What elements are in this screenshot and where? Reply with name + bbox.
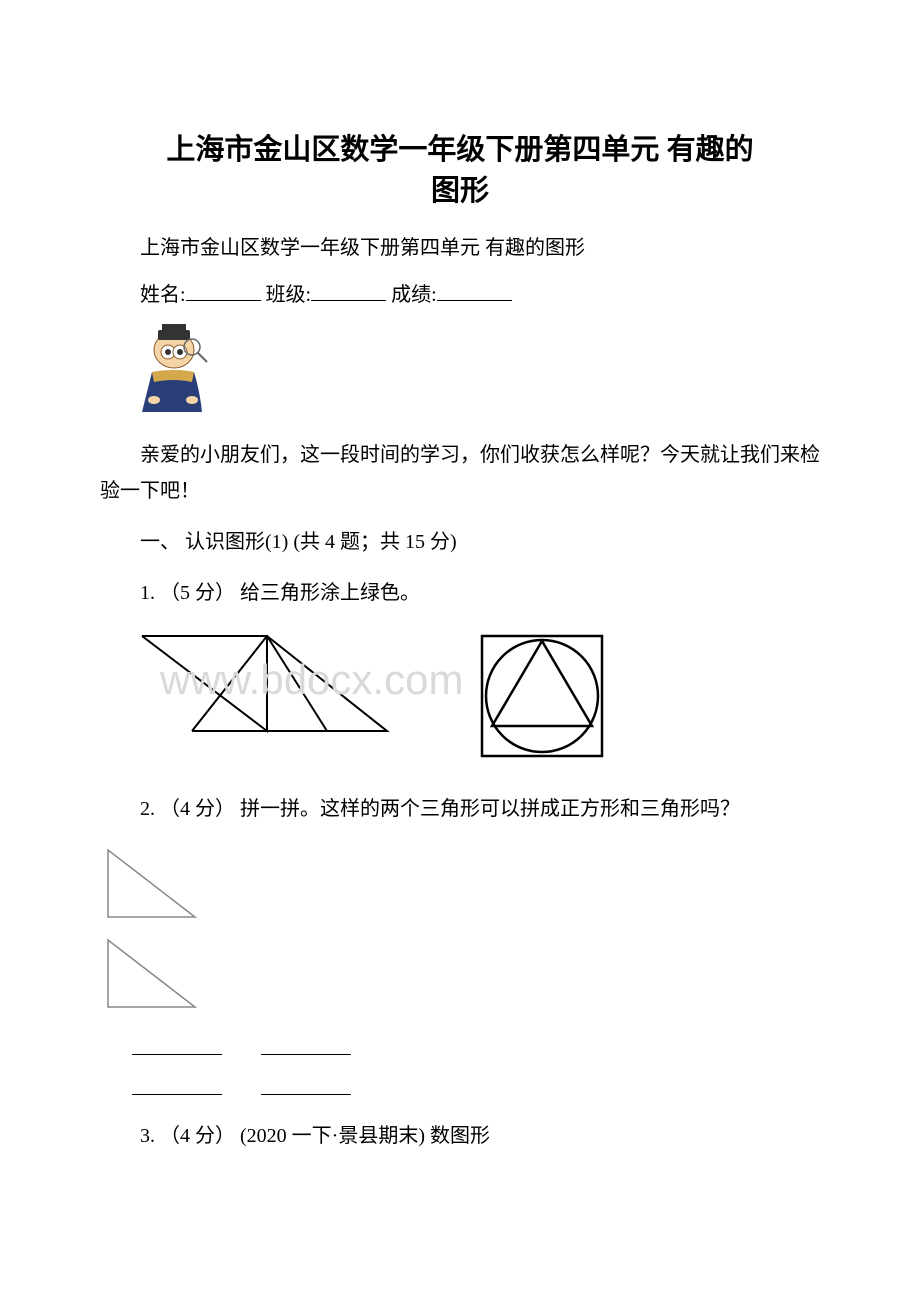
form-line: 姓名: 班级: 成绩:: [100, 278, 820, 307]
question-2: 2. （4 分） 拼一拼。这样的两个三角形可以拼成正方形和三角形吗？: [100, 791, 820, 827]
section-text-num: (1) (: [265, 531, 300, 553]
triangle-1: [100, 842, 210, 927]
section-heading: 一、 认识图形(1) (共 4 题；共 15 分): [100, 524, 820, 560]
page-title: 上海市金山区数学一年级下册第四单元 有趣的 图形: [100, 130, 820, 211]
blank-1: [132, 1037, 222, 1055]
name-label: 姓名:: [140, 284, 186, 306]
subtitle: 上海市金山区数学一年级下册第四单元 有趣的图形: [100, 231, 820, 260]
q1-shape-right: [482, 636, 602, 756]
triangle-2: [100, 932, 210, 1017]
q1-figures: [132, 626, 820, 766]
blank-2: [261, 1037, 351, 1055]
score-blank: [437, 279, 512, 301]
blank-3: [132, 1078, 222, 1096]
name-blank: [186, 279, 261, 301]
blank-4: [261, 1078, 351, 1096]
class-label: 班级:: [266, 284, 312, 306]
q2-triangles: [100, 842, 820, 1022]
question-3: 3. （4 分） (2020 一下·景县期末) 数图形: [100, 1118, 820, 1154]
class-blank: [311, 279, 386, 301]
greeting-text: 亲爱的小朋友们，这一段时间的学习，你们收获怎么样呢？今天就让我们来检验一下吧！: [100, 437, 820, 509]
mascot-image: [132, 322, 820, 422]
question-1: 1. （5 分） 给三角形涂上绿色。: [100, 575, 820, 611]
score-label: 成绩:: [391, 284, 437, 306]
section-text-cn1: 一、 认识图形: [140, 531, 265, 553]
title-line1: 上海市金山区数学一年级下册第四单元 有趣的: [166, 134, 753, 166]
q2-blanks: [132, 1037, 820, 1100]
q1-shape-left: [142, 636, 387, 731]
title-line2: 图形: [431, 175, 489, 207]
